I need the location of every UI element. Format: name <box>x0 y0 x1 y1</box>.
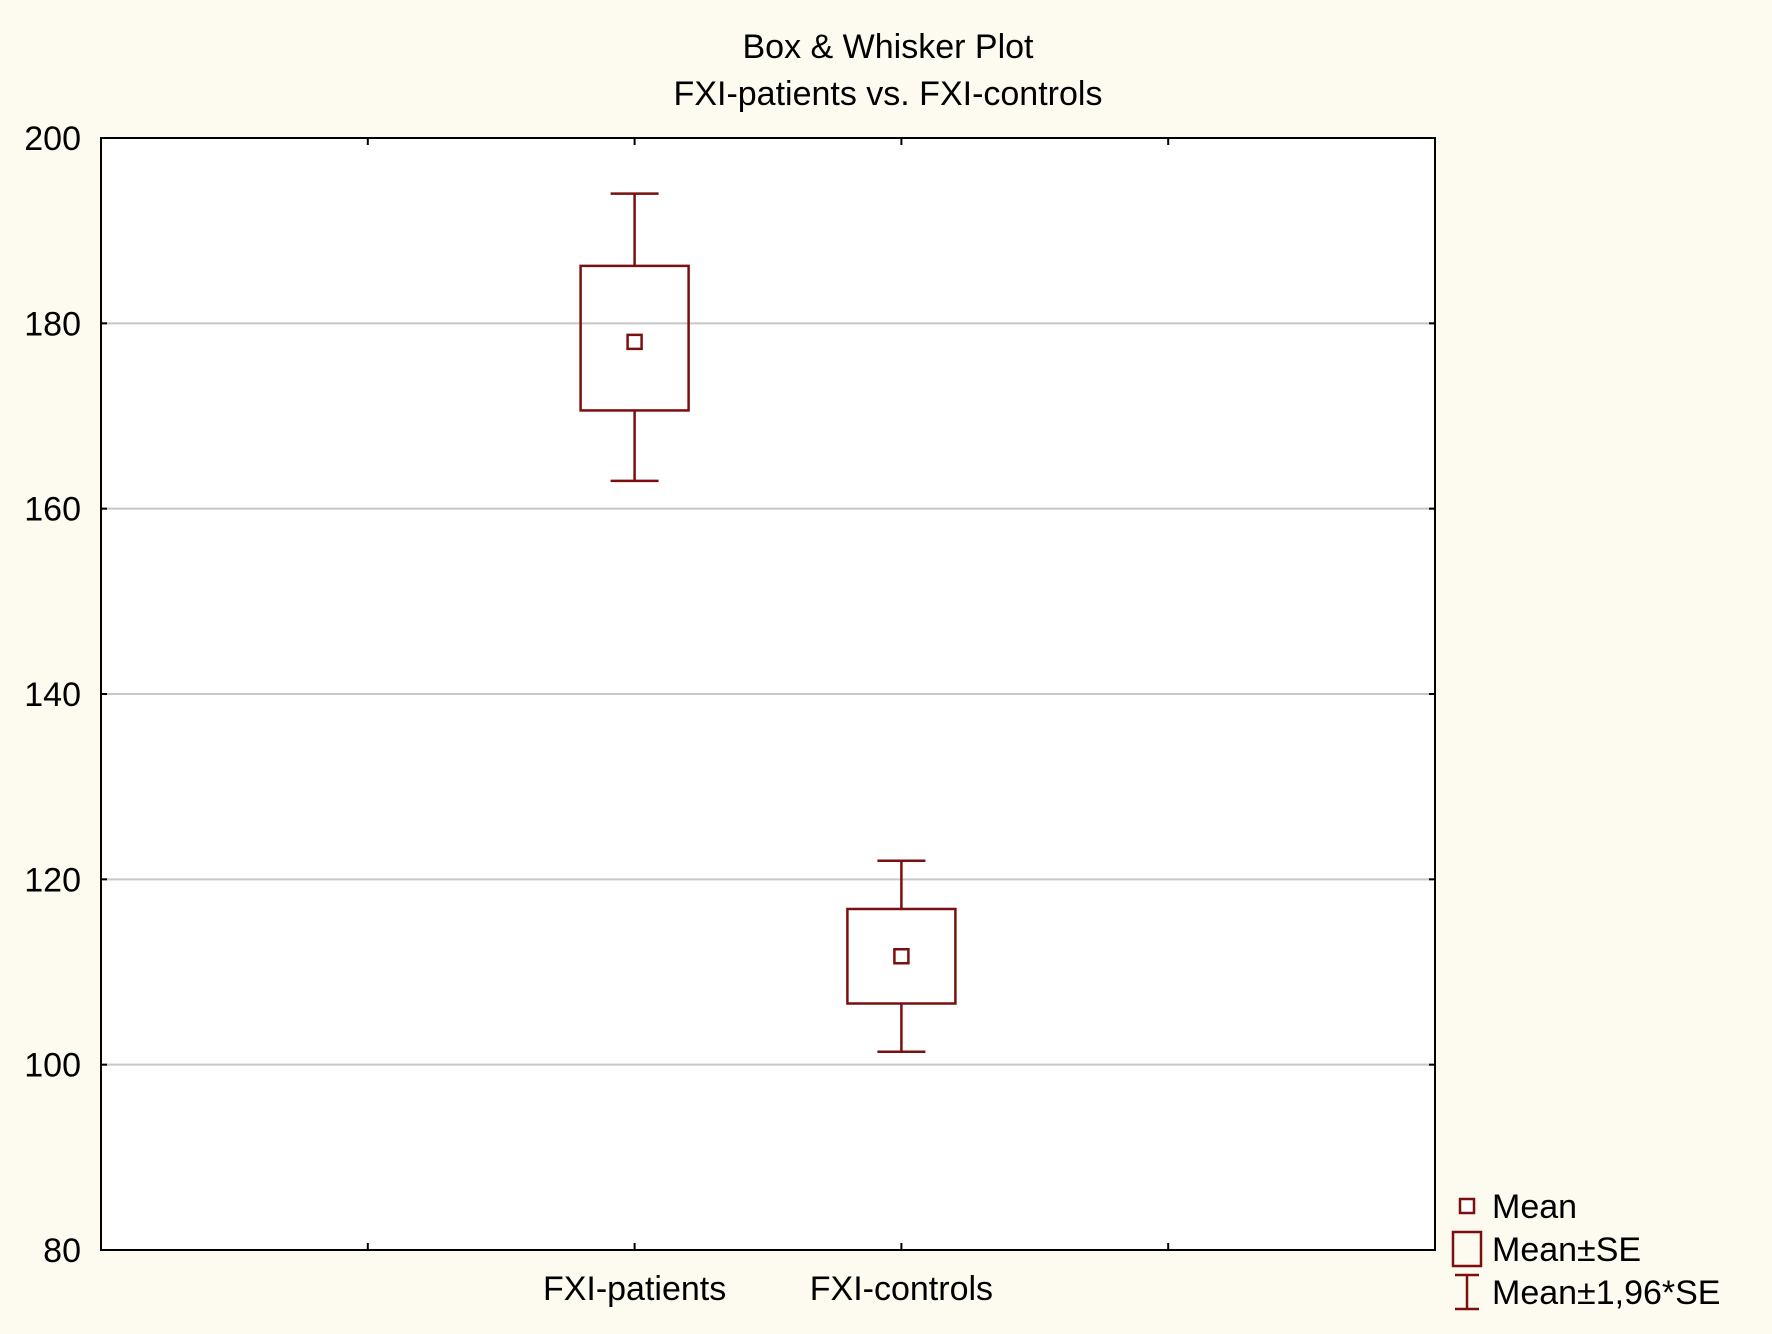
x-category-label: FXI-patients <box>543 1270 726 1308</box>
y-tick-label: 120 <box>24 861 81 899</box>
legend-label: Mean±1,96*SE <box>1492 1274 1720 1312</box>
legend: Mean Mean±SE Mean±1,96*SE <box>1451 1188 1720 1312</box>
plot-frame <box>100 137 1436 1251</box>
legend-label: Mean±SE <box>1492 1231 1641 1269</box>
chart-title: Box & Whisker Plot <box>743 28 1035 66</box>
mean-marker <box>626 333 643 351</box>
y-axis-tick-labels: 80 100 120 140 160 180 200 <box>24 120 81 1270</box>
y-tick-label: 100 <box>24 1047 81 1085</box>
y-tick-label: 160 <box>24 491 81 529</box>
chart-subtitle: FXI-patients vs. FXI-controls <box>674 75 1103 113</box>
legend-se-box-icon <box>1451 1230 1483 1268</box>
legend-mean-icon <box>1458 1197 1476 1215</box>
box-series <box>579 192 957 1053</box>
box-fxi-patients <box>579 192 690 483</box>
se-box <box>846 907 957 1005</box>
y-tick-label: 80 <box>43 1232 81 1270</box>
y-tick-label: 140 <box>24 676 81 714</box>
y-tick-label: 180 <box>24 305 81 343</box>
box-fxi-controls <box>846 859 957 1053</box>
mean-marker <box>893 947 910 965</box>
x-category-label: FXI-controls <box>810 1270 993 1308</box>
se-box <box>579 264 690 412</box>
y-tick-label: 200 <box>24 120 81 158</box>
x-axis-category-labels: FXI-patients FXI-controls <box>543 1270 993 1308</box>
legend-label: Mean <box>1492 1188 1577 1226</box>
x-tick-marks <box>366 138 1170 1250</box>
